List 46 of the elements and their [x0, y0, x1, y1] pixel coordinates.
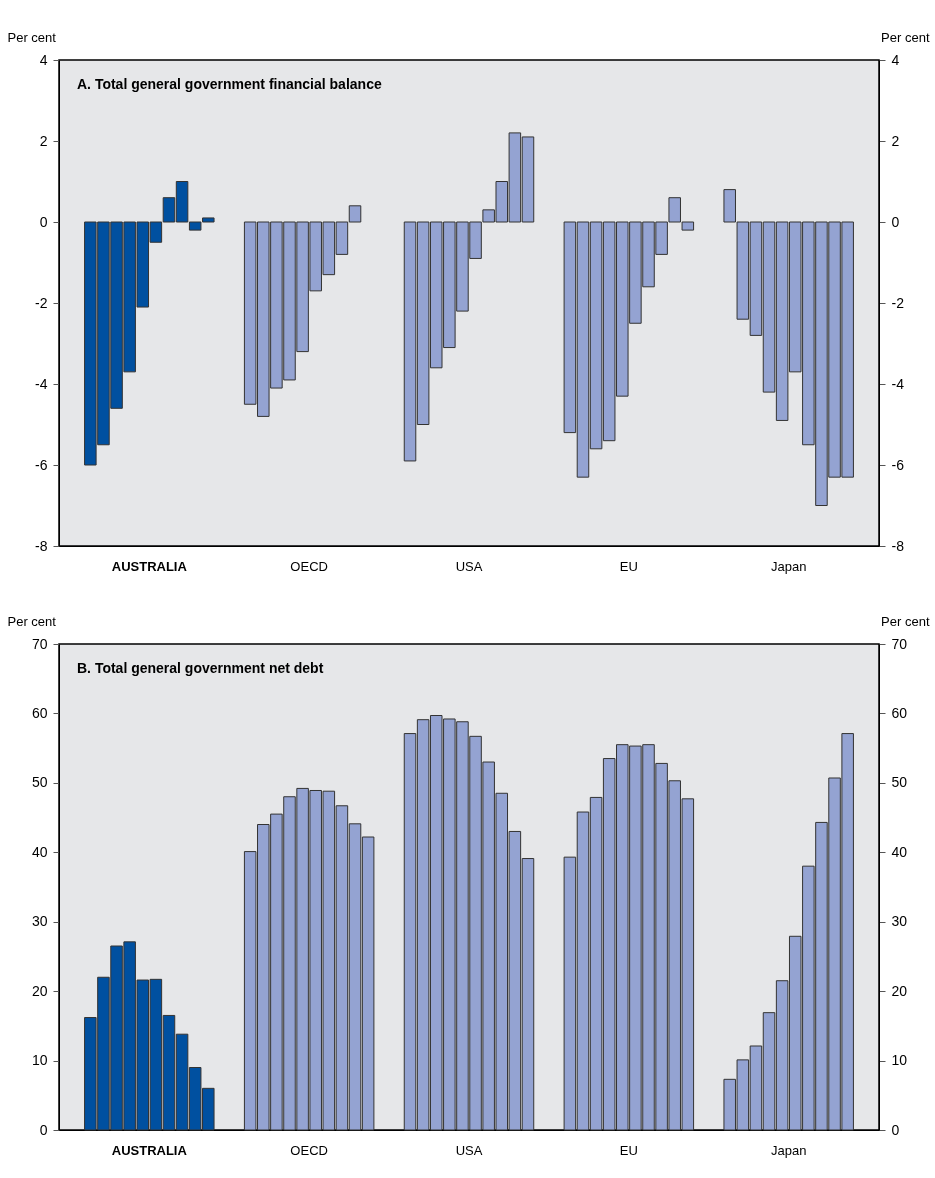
y2-tick-label: -4 [891, 375, 905, 392]
y2-tick-label: 4 [891, 51, 900, 68]
y2-tick-label: 0 [891, 213, 900, 230]
y2-tick-label: 60 [891, 704, 908, 721]
y-tick-label: 10 [31, 1052, 48, 1069]
y-tick-label: -8 [35, 537, 48, 554]
text: A. Total general government financial balance [77, 76, 382, 92]
y2-tick-label: 10 [891, 1052, 908, 1069]
y2-tick-label: 0 [891, 1121, 900, 1138]
y2-tick-label: -6 [891, 456, 905, 473]
y-tick-label: 2 [39, 132, 48, 149]
x-tick-label: AUSTRALIA [111, 558, 188, 574]
x-tick-label: OECD [290, 558, 328, 574]
y-tick-label: 0 [39, 1121, 48, 1138]
y2-axis-title: Per cent [881, 613, 930, 629]
y-axis-title: Per cent [7, 613, 57, 629]
x-tick-label: OECD [290, 1142, 328, 1158]
x-tick-label: AUSTRALIA [111, 1142, 188, 1158]
y-tick-label: 70 [31, 635, 48, 652]
x-tick-label: EU [619, 558, 638, 574]
x-tick-label: USA [455, 1142, 483, 1158]
y-tick-label: 20 [31, 982, 48, 999]
y-tick-label: -2 [35, 294, 48, 311]
y-axis-title: Per cent [7, 29, 57, 45]
y2-tick-label: 30 [891, 913, 908, 930]
y2-tick-label: -8 [891, 537, 905, 554]
y2-tick-label: 50 [891, 774, 908, 791]
x-tick-label: EU [619, 1142, 638, 1158]
y-tick-label: 0 [39, 213, 48, 230]
x-tick-label: USA [455, 558, 483, 574]
y2-tick-label: 70 [891, 635, 908, 652]
y2-axis-title: Per cent [881, 29, 930, 45]
y-tick-label: -4 [35, 375, 48, 392]
y-tick-label: 50 [31, 774, 48, 791]
y-tick-label: 40 [31, 843, 48, 860]
y-tick-label: 60 [31, 704, 48, 721]
x-tick-label: Japan [770, 558, 807, 574]
y2-tick-label: 40 [891, 843, 908, 860]
y2-tick-label: -2 [891, 294, 905, 311]
y2-tick-label: 20 [891, 982, 908, 999]
x-tick-label: Japan [770, 1142, 807, 1158]
y-tick-label: 30 [31, 913, 48, 930]
y-tick-label: 4 [39, 51, 48, 68]
y-tick-label: -6 [35, 456, 48, 473]
y2-tick-label: 2 [891, 132, 900, 149]
text: B. Total general government net debt [77, 660, 324, 676]
